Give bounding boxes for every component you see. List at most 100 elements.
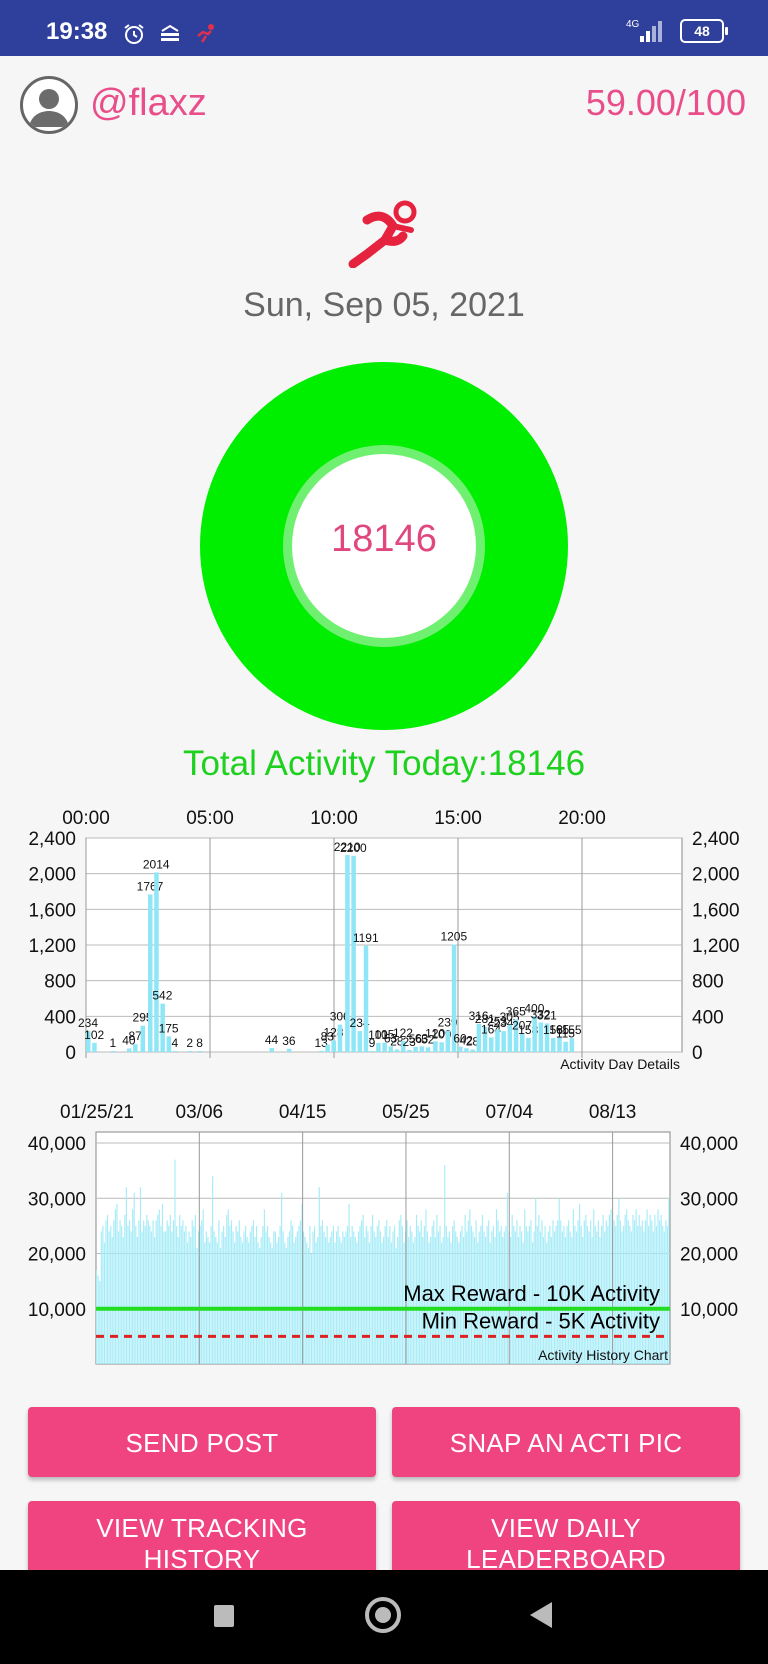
history-chart-bar — [248, 1242, 250, 1364]
history-chart-bar — [541, 1220, 543, 1364]
history-chart-bar — [312, 1231, 314, 1364]
history-chart-bar — [136, 1236, 138, 1364]
recents-icon[interactable] — [214, 1605, 234, 1627]
day-chart-bar — [513, 1019, 519, 1052]
history-chart-caption: Activity History Chart — [538, 1347, 668, 1363]
history-chart-bar — [128, 1220, 131, 1364]
status-notification-icons — [122, 22, 218, 46]
day-chart-bar — [269, 1048, 275, 1052]
back-icon[interactable] — [530, 1602, 552, 1628]
day-chart-bar — [110, 1051, 116, 1052]
day-chart-bar-label: 365 — [506, 1004, 526, 1018]
history-chart-bar — [370, 1225, 372, 1364]
history-chart-bar — [539, 1231, 542, 1364]
history-chart-bar — [353, 1231, 355, 1364]
day-chart-y-tick-right: 400 — [692, 1007, 724, 1028]
day-chart-bar-label: 102 — [84, 1028, 104, 1042]
history-chart-bar — [616, 1214, 618, 1364]
history-chart-bar — [227, 1209, 229, 1364]
history-chart-bar — [383, 1236, 385, 1364]
day-chart-y-tick-right: 800 — [692, 972, 724, 993]
history-chart-bar — [339, 1236, 341, 1364]
history-chart-x-tick: 01/25/21 — [60, 1102, 134, 1123]
history-chart-bar — [301, 1203, 303, 1364]
history-chart-bar — [492, 1225, 494, 1364]
day-chart-bar — [286, 1048, 292, 1052]
history-chart-bar — [640, 1225, 642, 1364]
history-chart-bar — [430, 1236, 432, 1364]
history-chart-bar — [524, 1209, 526, 1364]
day-chart-y-tick-right: 0 — [692, 1043, 703, 1064]
day-chart-bar — [369, 1051, 375, 1052]
history-chart-bar — [654, 1214, 656, 1364]
history-chart-bar — [542, 1236, 545, 1364]
history-chart-bar — [346, 1225, 349, 1364]
history-chart-bar — [478, 1231, 480, 1364]
signal-icon: 4G — [626, 19, 662, 42]
history-chart-bar — [651, 1220, 653, 1364]
day-chart-bar-label: 1205 — [440, 930, 467, 944]
history-chart-bar — [403, 1242, 405, 1364]
history-chart-bar — [662, 1225, 664, 1364]
user-icon — [29, 89, 69, 127]
history-chart-bar — [141, 1231, 143, 1364]
history-chart-bar — [113, 1220, 115, 1364]
history-chart-bar — [436, 1214, 438, 1364]
battery-icon: 48 — [680, 19, 728, 43]
day-chart-bar-label: 542 — [152, 989, 172, 1003]
history-chart-bar — [229, 1225, 231, 1364]
history-chart-bar — [213, 1231, 215, 1364]
history-chart-bar — [246, 1236, 248, 1364]
history-chart-bar — [387, 1236, 389, 1364]
day-chart-bar — [425, 1047, 431, 1052]
day-chart-bar-label: 2 — [186, 1036, 193, 1050]
send-post-button[interactable]: SEND POST — [28, 1407, 376, 1477]
day-chart-bar — [407, 1049, 412, 1052]
history-chart-bar — [461, 1225, 463, 1364]
history-chart-bar — [442, 1236, 444, 1364]
history-chart-bar — [511, 1214, 513, 1364]
ring-value: 18146 — [331, 518, 437, 560]
day-chart-bar — [489, 1037, 494, 1052]
history-chart-bar — [527, 1231, 529, 1364]
day-chart-bar-label: 44 — [265, 1033, 279, 1047]
snap-acti-pic-button[interactable]: SNAP AN ACTI PIC — [392, 1407, 740, 1477]
history-chart-bar — [569, 1231, 571, 1364]
history-chart-bar — [480, 1225, 482, 1364]
history-chart-bar — [373, 1231, 375, 1364]
day-chart-bar — [439, 1042, 444, 1052]
history-chart-bar — [376, 1225, 378, 1364]
history-chart-bar — [335, 1231, 338, 1364]
day-chart-bar — [148, 894, 153, 1052]
history-chart-bar — [563, 1225, 565, 1364]
history-chart-y-tick-left: 40,000 — [28, 1134, 86, 1155]
history-chart-bar — [516, 1220, 518, 1364]
day-chart-bar — [458, 1046, 463, 1052]
view-tracking-history-button[interactable]: VIEW TRACKING HISTORY — [28, 1501, 376, 1570]
history-chart-bar — [130, 1231, 132, 1364]
history-chart-bar — [174, 1159, 176, 1364]
day-chart-bar — [520, 1033, 525, 1052]
avatar[interactable] — [20, 76, 78, 134]
view-daily-leaderboard-button[interactable]: VIEW DAILY LEADERBOARD — [392, 1501, 740, 1570]
history-chart-bar — [412, 1242, 414, 1364]
username[interactable]: @flaxz — [90, 82, 207, 124]
history-chart-bar — [199, 1225, 201, 1364]
history-chart-bar — [273, 1231, 275, 1364]
history-chart-bar — [627, 1220, 629, 1364]
history-chart-bar — [517, 1236, 520, 1364]
home-icon[interactable] — [365, 1597, 401, 1633]
history-chart-bar — [604, 1231, 606, 1364]
alarm-icon — [124, 24, 144, 44]
history-chart-bar — [313, 1225, 316, 1364]
day-chart-bar-label: 28 — [466, 1035, 480, 1049]
history-chart-bar — [299, 1220, 302, 1364]
day-chart-bar — [187, 1051, 193, 1052]
history-chart-bar — [408, 1236, 410, 1364]
history-chart-bar — [111, 1236, 113, 1364]
day-chart-bar-label: 60 — [453, 1032, 467, 1046]
history-chart-bar — [321, 1220, 324, 1364]
history-chart-bar — [154, 1236, 156, 1364]
history-chart-bar — [241, 1242, 244, 1364]
history-chart-bar — [464, 1214, 466, 1364]
